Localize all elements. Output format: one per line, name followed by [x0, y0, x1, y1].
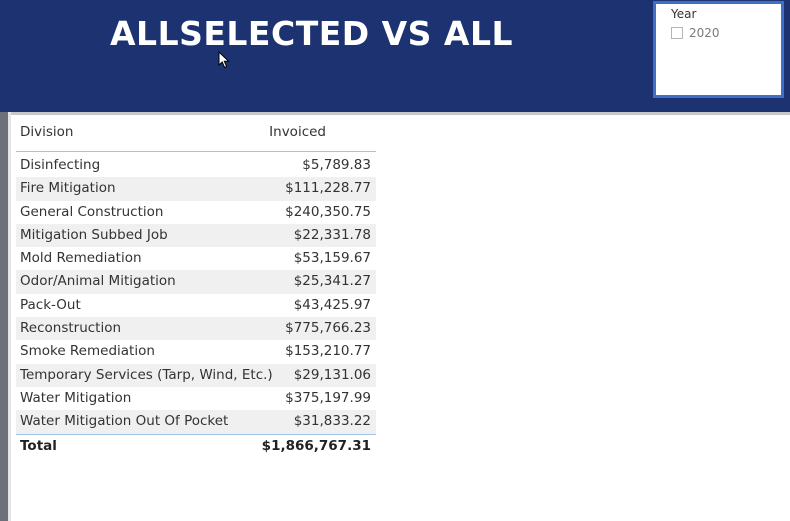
cell-division: Mold Remediation [20, 250, 142, 267]
mouse-pointer-icon [218, 51, 230, 69]
cell-division: Temporary Services (Tarp, Wind, Etc.) [20, 366, 273, 383]
table-row[interactable]: Pack-Out $43,425.97 [16, 294, 376, 317]
slicer-item-2020[interactable]: 2020 [671, 26, 720, 40]
cell-invoiced: $53,159.67 [293, 250, 371, 267]
total-label: Total [20, 437, 57, 454]
invoice-table: Division Invoiced Disinfecting $5,789.83 F… [16, 118, 376, 458]
cell-division: Pack-Out [20, 296, 81, 313]
cell-division: Water Mitigation Out Of Pocket [20, 413, 229, 430]
cell-invoiced: $775,766.23 [285, 320, 371, 337]
cell-division: Mitigation Subbed Job [20, 226, 168, 243]
cell-division: General Construction [20, 203, 164, 220]
table-row[interactable]: Water Mitigation $375,197.99 [16, 387, 376, 410]
column-header-division[interactable]: Division [20, 124, 74, 140]
banner-shadow [0, 112, 790, 115]
cell-division: Disinfecting [20, 157, 101, 173]
table-row[interactable]: Mitigation Subbed Job $22,331.78 [16, 223, 376, 248]
cell-invoiced: $25,341.27 [293, 273, 371, 290]
cell-division: Odor/Animal Mitigation [20, 273, 176, 290]
slicer-item-label: 2020 [689, 26, 720, 40]
report-title: ALLSELECTED VS ALL [110, 14, 514, 53]
table-row[interactable]: Odor/Animal Mitigation $25,341.27 [16, 270, 376, 294]
slicer-header: Year [671, 7, 697, 21]
table-total-row: Total $1,866,767.31 [16, 433, 376, 458]
table-row[interactable]: Smoke Remediation $153,210.77 [16, 340, 376, 363]
table-row[interactable]: Temporary Services (Tarp, Wind, Etc.) $29… [16, 363, 376, 387]
cell-division: Smoke Remediation [20, 343, 155, 360]
table-body: Disinfecting $5,789.83 Fire Mitigation $111… [16, 154, 376, 434]
table-row[interactable]: General Construction $240,350.75 [16, 201, 376, 224]
year-slicer[interactable]: Year 2020 [652, 0, 785, 99]
checkbox-icon[interactable] [671, 27, 683, 39]
cell-invoiced: $111,228.77 [285, 180, 371, 197]
total-value: $1,866,767.31 [261, 437, 371, 454]
left-rail-edge [8, 112, 11, 521]
cell-invoiced: $43,425.97 [293, 296, 371, 313]
cell-invoiced: $31,833.22 [293, 413, 371, 430]
table-row[interactable]: Disinfecting $5,789.83 [16, 154, 376, 177]
cell-invoiced: $29,131.06 [293, 366, 371, 383]
cell-invoiced: $375,197.99 [285, 389, 371, 406]
cell-division: Water Mitigation [20, 389, 132, 406]
cell-invoiced: $5,789.83 [302, 157, 371, 173]
table-row[interactable]: Water Mitigation Out Of Pocket $31,833.22 [16, 410, 376, 434]
column-header-invoiced[interactable]: Invoiced [269, 124, 326, 140]
table-header: Division Invoiced [16, 118, 376, 152]
cell-division: Fire Mitigation [20, 180, 116, 197]
header-banner: ALLSELECTED VS ALL Year 2020 [0, 0, 790, 112]
cell-invoiced: $240,350.75 [285, 203, 371, 220]
cell-division: Reconstruction [20, 320, 122, 337]
cell-invoiced: $153,210.77 [285, 343, 371, 360]
table-row[interactable]: Fire Mitigation $111,228.77 [16, 177, 376, 201]
cell-invoiced: $22,331.78 [293, 226, 371, 243]
table-row[interactable]: Mold Remediation $53,159.67 [16, 247, 376, 270]
table-row[interactable]: Reconstruction $775,766.23 [16, 317, 376, 341]
left-rail [0, 112, 8, 521]
